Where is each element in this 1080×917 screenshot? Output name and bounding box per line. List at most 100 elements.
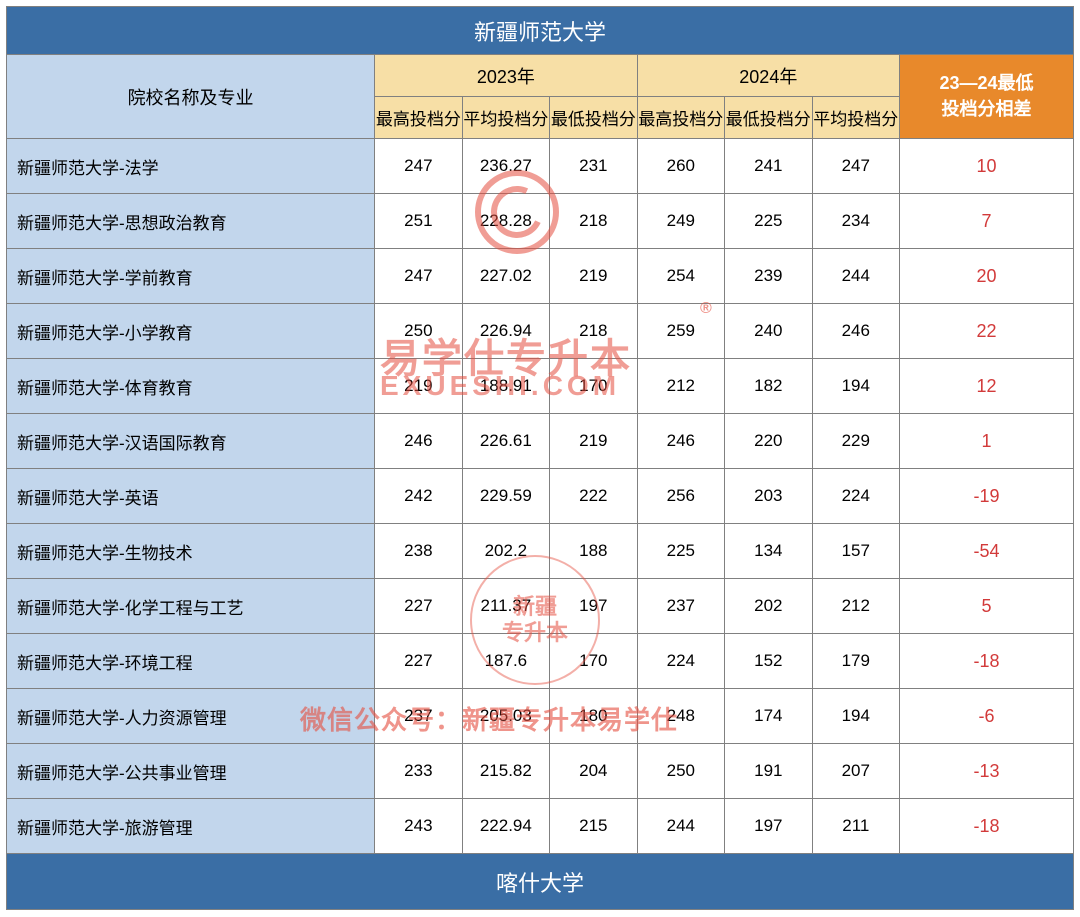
cell-2024-2: 207: [812, 744, 899, 799]
header-year-2023: 2023年: [375, 55, 637, 97]
cell-2024-1: 202: [725, 579, 812, 634]
cell-2024-1: 220: [725, 414, 812, 469]
major-cell: 新疆师范大学-体育教育: [7, 359, 375, 414]
header-diff: 23—24最低投档分相差: [900, 55, 1074, 139]
table-row: 新疆师范大学-英语242229.59222256203224-19: [7, 469, 1074, 524]
cell-2024-2: 211: [812, 799, 899, 854]
cell-2023-0: 227: [375, 579, 462, 634]
cell-2024-0: 248: [637, 689, 724, 744]
cell-2024-1: 203: [725, 469, 812, 524]
diff-cell: 22: [900, 304, 1074, 359]
cell-2024-0: 224: [637, 634, 724, 689]
cell-2023-0: 242: [375, 469, 462, 524]
cell-2024-0: 250: [637, 744, 724, 799]
major-cell: 新疆师范大学-法学: [7, 139, 375, 194]
table-row: 新疆师范大学-小学教育250226.9421825924024622: [7, 304, 1074, 359]
cell-2024-1: 241: [725, 139, 812, 194]
major-cell: 新疆师范大学-思想政治教育: [7, 194, 375, 249]
cell-2023-2: 218: [550, 194, 637, 249]
cell-2024-1: 225: [725, 194, 812, 249]
score-table: 新疆师范大学 院校名称及专业 2023年 2024年 23—24最低投档分相差 …: [6, 6, 1074, 910]
cell-2023-0: 250: [375, 304, 462, 359]
cell-2024-0: 244: [637, 799, 724, 854]
diff-cell: 20: [900, 249, 1074, 304]
major-cell: 新疆师范大学-小学教育: [7, 304, 375, 359]
cell-2024-2: 194: [812, 359, 899, 414]
cell-2023-2: 180: [550, 689, 637, 744]
cell-2024-1: 191: [725, 744, 812, 799]
cell-2024-1: 197: [725, 799, 812, 854]
major-cell: 新疆师范大学-人力资源管理: [7, 689, 375, 744]
cell-2023-0: 247: [375, 249, 462, 304]
cell-2023-0: 243: [375, 799, 462, 854]
cell-2023-1: 211.37: [462, 579, 549, 634]
cell-2023-1: 222.94: [462, 799, 549, 854]
cell-2023-0: 247: [375, 139, 462, 194]
major-cell: 新疆师范大学-旅游管理: [7, 799, 375, 854]
table-row: 新疆师范大学-学前教育247227.0221925423924420: [7, 249, 1074, 304]
cell-2023-2: 231: [550, 139, 637, 194]
cell-2024-0: 225: [637, 524, 724, 579]
cell-2023-2: 204: [550, 744, 637, 799]
major-cell: 新疆师范大学-化学工程与工艺: [7, 579, 375, 634]
cell-2024-2: 234: [812, 194, 899, 249]
diff-cell: 10: [900, 139, 1074, 194]
cell-2023-2: 197: [550, 579, 637, 634]
diff-cell: -54: [900, 524, 1074, 579]
cell-2023-1: 226.94: [462, 304, 549, 359]
header-row-1: 院校名称及专业 2023年 2024年 23—24最低投档分相差: [7, 55, 1074, 97]
table-row: 新疆师范大学-旅游管理243222.94215244197211-18: [7, 799, 1074, 854]
cell-2023-2: 170: [550, 634, 637, 689]
cell-2023-0: 246: [375, 414, 462, 469]
cell-2023-2: 219: [550, 414, 637, 469]
major-cell: 新疆师范大学-环境工程: [7, 634, 375, 689]
cell-2024-2: 224: [812, 469, 899, 524]
cell-2024-1: 152: [725, 634, 812, 689]
table-row: 新疆师范大学-公共事业管理233215.82204250191207-13: [7, 744, 1074, 799]
cell-2023-1: 228.28: [462, 194, 549, 249]
cell-2023-0: 251: [375, 194, 462, 249]
cell-2024-0: 212: [637, 359, 724, 414]
header-2024-sub-1: 最低投档分: [725, 97, 812, 139]
header-2024-sub-0: 最高投档分: [637, 97, 724, 139]
cell-2024-2: 194: [812, 689, 899, 744]
cell-2023-1: 188.91: [462, 359, 549, 414]
cell-2023-1: 202.2: [462, 524, 549, 579]
header-2023-sub-1: 平均投档分: [462, 97, 549, 139]
diff-cell: -6: [900, 689, 1074, 744]
cell-2023-0: 219: [375, 359, 462, 414]
cell-2024-0: 256: [637, 469, 724, 524]
table-row: 新疆师范大学-环境工程227187.6170224152179-18: [7, 634, 1074, 689]
cell-2024-1: 174: [725, 689, 812, 744]
cell-2023-0: 237: [375, 689, 462, 744]
table-title: 新疆师范大学: [7, 7, 1074, 55]
diff-cell: 12: [900, 359, 1074, 414]
major-cell: 新疆师范大学-学前教育: [7, 249, 375, 304]
cell-2023-2: 215: [550, 799, 637, 854]
table-row: 新疆师范大学-化学工程与工艺227211.371972372022125: [7, 579, 1074, 634]
cell-2023-0: 227: [375, 634, 462, 689]
diff-cell: 5: [900, 579, 1074, 634]
cell-2023-1: 227.02: [462, 249, 549, 304]
cell-2023-1: 236.27: [462, 139, 549, 194]
table-row: 新疆师范大学-法学247236.2723126024124710: [7, 139, 1074, 194]
header-2023-sub-0: 最高投档分: [375, 97, 462, 139]
cell-2024-0: 254: [637, 249, 724, 304]
cell-2023-1: 205.03: [462, 689, 549, 744]
diff-cell: -13: [900, 744, 1074, 799]
header-2024-sub-2: 平均投档分: [812, 97, 899, 139]
diff-cell: -18: [900, 634, 1074, 689]
cell-2023-1: 215.82: [462, 744, 549, 799]
diff-cell: 1: [900, 414, 1074, 469]
cell-2023-2: 222: [550, 469, 637, 524]
cell-2023-2: 170: [550, 359, 637, 414]
cell-2024-1: 239: [725, 249, 812, 304]
cell-2024-0: 249: [637, 194, 724, 249]
cell-2024-2: 244: [812, 249, 899, 304]
cell-2024-0: 259: [637, 304, 724, 359]
cell-2024-2: 157: [812, 524, 899, 579]
cell-2023-0: 233: [375, 744, 462, 799]
table-row: 新疆师范大学-体育教育219188.9117021218219412: [7, 359, 1074, 414]
major-cell: 新疆师范大学-公共事业管理: [7, 744, 375, 799]
cell-2023-2: 218: [550, 304, 637, 359]
